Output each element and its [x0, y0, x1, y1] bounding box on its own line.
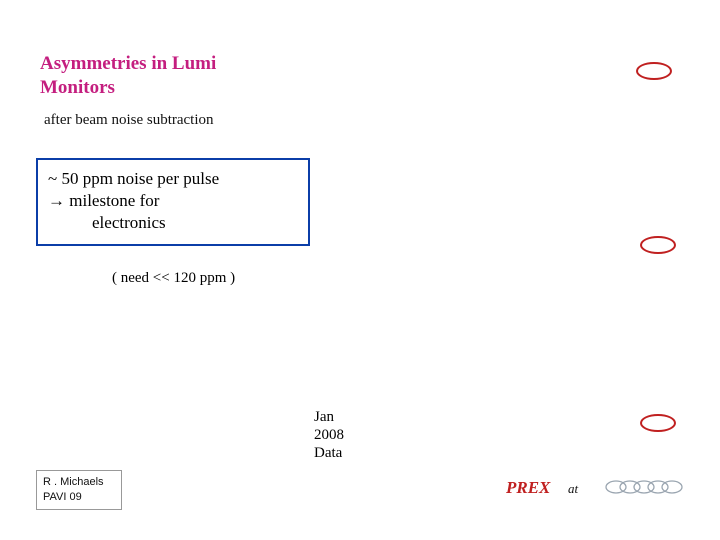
jefferson-lab-logo-icon — [602, 476, 688, 498]
jan-line-2: 2008 — [314, 426, 344, 444]
box-line-1: ~ 50 ppm noise per pulse — [48, 168, 298, 190]
arrow-icon: → — [48, 191, 65, 210]
data-label: Jan 2008 Data — [314, 408, 344, 462]
slide-title: Asymmetries in Lumi Monitors — [40, 52, 260, 100]
box-line-2: → milestone for — [48, 190, 298, 212]
footer-conf: PAVI 09 — [43, 490, 115, 505]
callout-ellipse-icon — [640, 414, 676, 432]
callout-ellipse-icon — [636, 62, 672, 80]
subtitle-text: after beam noise subtraction — [44, 112, 214, 129]
box-line-3: electronics — [48, 212, 298, 234]
milestone-box: ~ 50 ppm noise per pulse → milestone for… — [36, 158, 310, 246]
prex-at-label: at — [568, 481, 578, 497]
footer-box: R . Michaels PAVI 09 — [36, 470, 122, 510]
box-line-2-text: milestone for — [65, 191, 159, 210]
jan-line-3: Data — [314, 444, 344, 462]
footer-author: R . Michaels — [43, 475, 115, 490]
prex-label: PREX — [506, 478, 550, 498]
need-text: ( need << 120 ppm ) — [112, 270, 235, 287]
callout-ellipse-icon — [640, 236, 676, 254]
jan-line-1: Jan — [314, 408, 344, 426]
